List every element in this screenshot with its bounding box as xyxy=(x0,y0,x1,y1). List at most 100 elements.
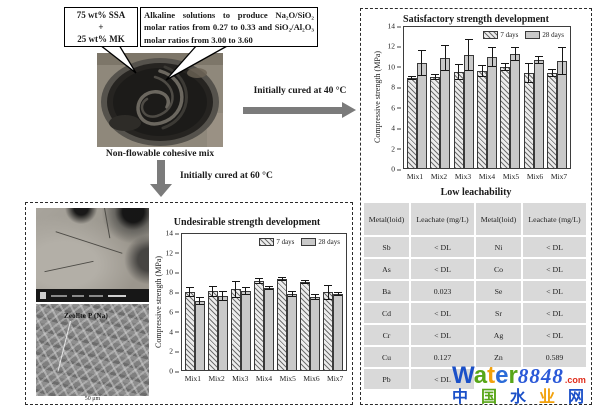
bar xyxy=(416,63,427,168)
table-cell: 0.023 xyxy=(411,281,474,301)
watermark: Water 8848 .com 中国水业网 xyxy=(452,364,597,406)
error-bar xyxy=(558,47,567,76)
x-tick-label: Mix7 xyxy=(550,172,568,181)
sem-meta-segment xyxy=(51,294,67,297)
chart-title: Satisfactory strength development xyxy=(403,14,549,25)
watermark-chinese: 中国水业网 xyxy=(452,390,597,406)
error-bar xyxy=(488,47,496,68)
table-cell: < DL xyxy=(523,259,586,279)
undesirable-panel: Zeolite P (Na) 50 μm Undesirable strengt… xyxy=(25,202,353,405)
chart-undesirable: Undesirable strength development Compres… xyxy=(26,203,352,404)
bar-7d xyxy=(277,234,288,370)
bar xyxy=(230,289,241,370)
watermark-cn-char: 中 xyxy=(452,389,469,406)
x-tick-label: Mix5 xyxy=(502,172,520,181)
bar-28d xyxy=(194,234,205,370)
legend-swatch xyxy=(525,31,541,39)
watermark-letter: a xyxy=(473,362,488,389)
watermark-letter: W xyxy=(452,362,474,389)
error-bar xyxy=(334,292,343,297)
table-cell: < DL xyxy=(523,281,586,301)
table-cell: Cu xyxy=(364,347,409,367)
sem-zeolite-label: Zeolite P (Na) xyxy=(64,312,109,320)
bar xyxy=(323,292,334,370)
watermark-cn-char: 业 xyxy=(539,389,556,406)
table-cell: Sr xyxy=(476,303,521,323)
x-tick-label: Mix4 xyxy=(255,374,273,383)
table-cell: < DL xyxy=(523,303,586,323)
table-cell: Sb xyxy=(364,237,409,257)
bar xyxy=(440,58,451,168)
watermark-tld: .com xyxy=(564,375,586,385)
down-arrow-icon xyxy=(150,160,172,197)
error-bar xyxy=(265,286,273,291)
error-bar xyxy=(454,64,463,81)
bar xyxy=(547,73,558,168)
sem-logo-chip xyxy=(40,292,46,299)
cured-60c-label: Initially cured at 60 °C xyxy=(180,171,273,181)
bar xyxy=(217,296,228,370)
error-bar xyxy=(548,69,557,78)
bar-28d xyxy=(333,234,344,370)
x-axis-labels: Mix1 Mix2 Mix3 Mix4 Mix5 Mix6 Mix7 xyxy=(181,374,347,383)
bar xyxy=(533,60,544,168)
error-bar xyxy=(511,47,520,62)
error-bar xyxy=(185,287,194,298)
bar-group xyxy=(300,234,321,370)
error-bar xyxy=(478,65,486,78)
bar-group xyxy=(500,27,521,168)
plot-area: 7 days 28 days xyxy=(181,233,347,371)
table-cell: Cd xyxy=(364,303,409,323)
table-cell: As xyxy=(364,259,409,279)
legend-item: 7 days xyxy=(259,238,294,246)
chart-title: Undesirable strength development xyxy=(173,217,321,228)
bar xyxy=(300,281,311,370)
table-cell: Cr xyxy=(364,325,409,345)
error-bar xyxy=(195,297,204,305)
bar-28d xyxy=(487,27,497,168)
bar-group xyxy=(453,27,474,168)
bar xyxy=(207,291,218,370)
bar-7d xyxy=(430,27,441,168)
legend-swatch xyxy=(301,238,317,246)
table-cell: Se xyxy=(476,281,521,301)
bar xyxy=(463,55,474,168)
ssa-mk-callout: 75 wt% SSA + 25 wt% MK xyxy=(64,7,138,47)
bar-7d xyxy=(323,234,334,370)
table-cell: 0.589 xyxy=(523,347,586,367)
y-axis: 0 2 4 6 8 10 12 14 xyxy=(387,21,401,174)
bar xyxy=(430,77,441,168)
error-bar xyxy=(464,39,473,72)
bar-28d xyxy=(217,234,228,370)
photo-caption: Non-flowable cohesive mix xyxy=(105,149,215,159)
watermark-cn-char: 水 xyxy=(510,389,527,406)
bar-7d xyxy=(523,27,534,168)
arrow-head xyxy=(342,102,356,118)
bar-group xyxy=(323,234,344,370)
arrow-head xyxy=(150,184,172,197)
y-axis: 0 2 4 6 8 10 12 14 xyxy=(165,228,179,376)
sem-image-bottom: Zeolite P (Na) xyxy=(36,304,149,396)
bar xyxy=(523,73,534,168)
bar-28d xyxy=(264,234,274,370)
x-tick-label: Mix6 xyxy=(303,374,320,383)
chart-legend: 7 days 28 days xyxy=(481,30,566,40)
error-bar xyxy=(524,63,533,84)
table-cell: < DL xyxy=(411,259,474,279)
bar-28d xyxy=(440,27,451,168)
bar xyxy=(254,280,264,370)
error-bar xyxy=(278,276,287,281)
table-cell: Co xyxy=(476,259,521,279)
bar xyxy=(510,54,521,168)
x-tick-label: Mix7 xyxy=(327,374,344,383)
sem-meta-segment xyxy=(72,294,84,297)
bar-groups xyxy=(404,27,570,168)
leachate-table: Metal(loid) Leachate (mg/L) Metal(loid) Lea… xyxy=(364,203,586,389)
legend-item: 7 days xyxy=(483,31,518,39)
arrow-shaft xyxy=(243,107,342,114)
leachability-title: Low leachability xyxy=(440,187,512,198)
legend-item: 28 days xyxy=(525,31,564,39)
x-tick-label: Mix2 xyxy=(208,374,225,383)
bar-7d xyxy=(453,27,464,168)
bar xyxy=(277,278,288,370)
